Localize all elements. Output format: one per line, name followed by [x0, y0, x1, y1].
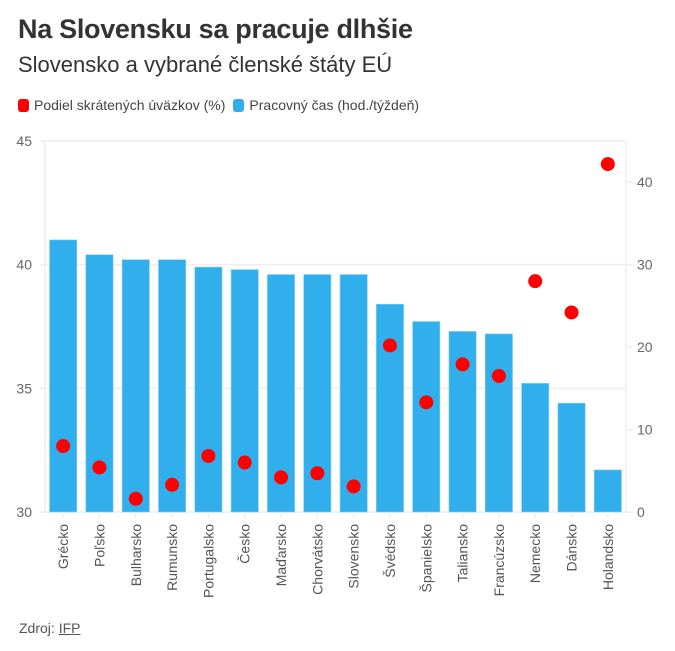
dot-Rumunsko	[165, 477, 180, 492]
dot-Dánsko	[564, 305, 579, 320]
y-left-tick-label: 40	[16, 257, 32, 273]
dot-Nemecko	[528, 274, 543, 289]
x-tick-label: Chorvátsko	[309, 524, 325, 595]
x-tick-label: Portugalsko	[200, 524, 216, 598]
y-left-tick-label: 45	[16, 133, 32, 149]
dot-Bulharsko	[128, 491, 143, 506]
dot-Portugalsko	[201, 448, 216, 463]
x-tick-label: Česko	[237, 524, 253, 564]
x-tick-label: Holandsko	[600, 524, 616, 590]
bar-Rumunsko	[158, 259, 187, 513]
dot-Holandsko	[600, 157, 615, 172]
dot-Švédsko	[382, 338, 397, 353]
x-tick-label: Poľsko	[91, 524, 107, 567]
y-right-tick-label: 20	[637, 339, 653, 355]
bar-Slovensko	[339, 274, 368, 513]
bar-Dánsko	[557, 402, 586, 513]
source-note: Zdroj: IFP	[19, 620, 80, 636]
dot-Chorvátsko	[310, 466, 325, 481]
dot-Francúzsko	[491, 368, 506, 383]
x-tick-label: Rumunsko	[164, 524, 180, 591]
y-left-tick-label: 30	[16, 504, 32, 520]
y-right-tick-label: 30	[637, 257, 653, 273]
dot-Česko	[237, 455, 252, 470]
legend-item-part-time[interactable]: Podiel skrátených úväzkov (%)	[18, 97, 225, 113]
x-tick-label: Dánsko	[564, 524, 580, 572]
chart-title: Na Slovensku sa pracuje dlhšie	[18, 14, 413, 44]
dot-Grécko	[56, 439, 71, 454]
legend-label-working-time: Pracovný čas (hod./týždeň)	[249, 97, 420, 113]
x-tick-label: Švédsko	[382, 524, 398, 578]
x-tick-label: Grécko	[55, 524, 71, 569]
bar-Francúzsko	[484, 333, 513, 513]
x-tick-label: Bulharsko	[128, 524, 144, 586]
bar-Portugalsko	[194, 266, 223, 513]
dot-Maďarsko	[274, 470, 289, 485]
source-link[interactable]: IFP	[58, 620, 81, 636]
bar-Nemecko	[521, 383, 550, 513]
bar-Švédsko	[376, 303, 404, 513]
x-tick-label: Nemecko	[527, 524, 543, 583]
bar-Grécko	[49, 239, 78, 513]
dot-Španielsko	[419, 395, 434, 410]
x-tick-label: Slovensko	[346, 524, 362, 589]
legend-swatch-blue	[233, 98, 245, 112]
legend-item-working-time[interactable]: Pracovný čas (hod./týždeň)	[233, 97, 419, 113]
dot-Poľsko	[92, 460, 107, 475]
x-tick-label: Taliansko	[455, 524, 471, 583]
bar-Španielsko	[412, 321, 441, 513]
y-right-tick-label: 10	[637, 422, 653, 438]
y-right-tick-label: 0	[637, 504, 645, 520]
chart-subtitle: Slovensko a vybrané členské štáty EÚ	[18, 52, 393, 77]
legend: Podiel skrátených úväzkov (%) Pracovný č…	[18, 97, 427, 113]
dot-Slovensko	[346, 479, 361, 494]
legend-swatch-red	[18, 98, 29, 112]
x-tick-label: Maďarsko	[273, 524, 289, 587]
bar-Česko	[230, 269, 259, 513]
x-tick-label: Španielsko	[418, 524, 434, 593]
dot-Taliansko	[455, 357, 470, 372]
x-tick-label: Francúzsko	[491, 524, 507, 597]
source-label: Zdroj:	[19, 620, 55, 636]
bar-Holandsko	[593, 469, 622, 513]
bar-Bulharsko	[121, 259, 150, 513]
y-right-tick-label: 40	[637, 174, 653, 190]
legend-label-part-time: Podiel skrátených úväzkov (%)	[34, 97, 226, 113]
y-left-tick-label: 35	[16, 380, 32, 396]
